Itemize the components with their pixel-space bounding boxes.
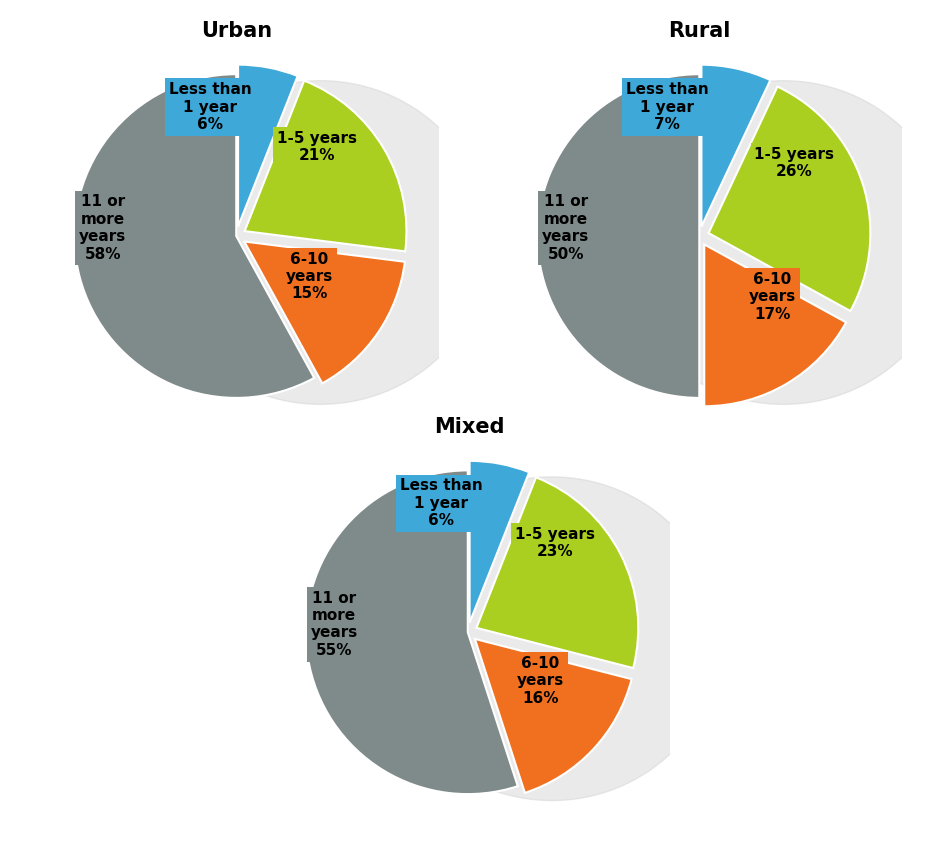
Text: 6-10
years
15%: 6-10 years 15% (285, 251, 332, 302)
Text: 1-5 years
21%: 1-5 years 21% (277, 131, 357, 164)
Wedge shape (474, 639, 631, 792)
Wedge shape (469, 461, 529, 623)
Text: Less than
1 year
6%: Less than 1 year 6% (399, 479, 482, 529)
Text: 1-5 years
23%: 1-5 years 23% (514, 527, 594, 560)
Text: Rural: Rural (667, 21, 730, 41)
Wedge shape (244, 81, 406, 251)
Text: 1-5 years
26%: 1-5 years 26% (753, 147, 834, 180)
Wedge shape (306, 470, 517, 794)
Ellipse shape (383, 477, 719, 801)
Ellipse shape (615, 81, 944, 405)
Text: 11 or
more
years
58%: 11 or more years 58% (79, 195, 126, 261)
Text: Less than
1 year
7%: Less than 1 year 7% (625, 83, 708, 132)
Text: 11 or
more
years
55%: 11 or more years 55% (311, 591, 358, 658)
Wedge shape (537, 74, 699, 398)
Text: Mixed: Mixed (434, 417, 504, 438)
Text: Less than
1 year
6%: Less than 1 year 6% (168, 83, 251, 132)
Wedge shape (244, 241, 404, 384)
Wedge shape (75, 74, 314, 398)
Text: Urban: Urban (200, 21, 272, 41)
Wedge shape (700, 65, 769, 227)
Text: 6-10
years
16%: 6-10 years 16% (516, 656, 564, 706)
Text: 6-10
years
17%: 6-10 years 17% (748, 271, 795, 322)
Ellipse shape (152, 81, 488, 405)
Wedge shape (703, 244, 845, 406)
Text: 11 or
more
years
50%: 11 or more years 50% (542, 195, 589, 261)
Wedge shape (476, 477, 637, 668)
Wedge shape (238, 65, 297, 227)
Wedge shape (708, 87, 869, 311)
